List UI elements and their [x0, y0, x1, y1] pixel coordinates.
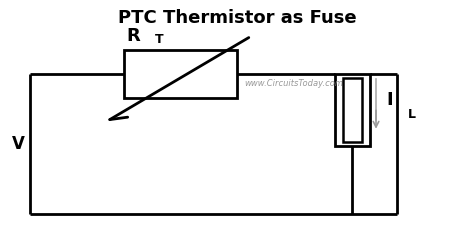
- Text: I: I: [386, 91, 393, 109]
- Bar: [335, 74, 370, 146]
- Bar: [124, 50, 237, 98]
- Text: R: R: [126, 27, 140, 45]
- Bar: [343, 78, 362, 142]
- Text: T: T: [155, 33, 163, 46]
- Text: V: V: [12, 135, 25, 153]
- Text: PTC Thermistor as Fuse: PTC Thermistor as Fuse: [118, 9, 356, 27]
- Text: L: L: [408, 108, 416, 121]
- Text: www.CircuitsToday.com: www.CircuitsToday.com: [244, 79, 343, 88]
